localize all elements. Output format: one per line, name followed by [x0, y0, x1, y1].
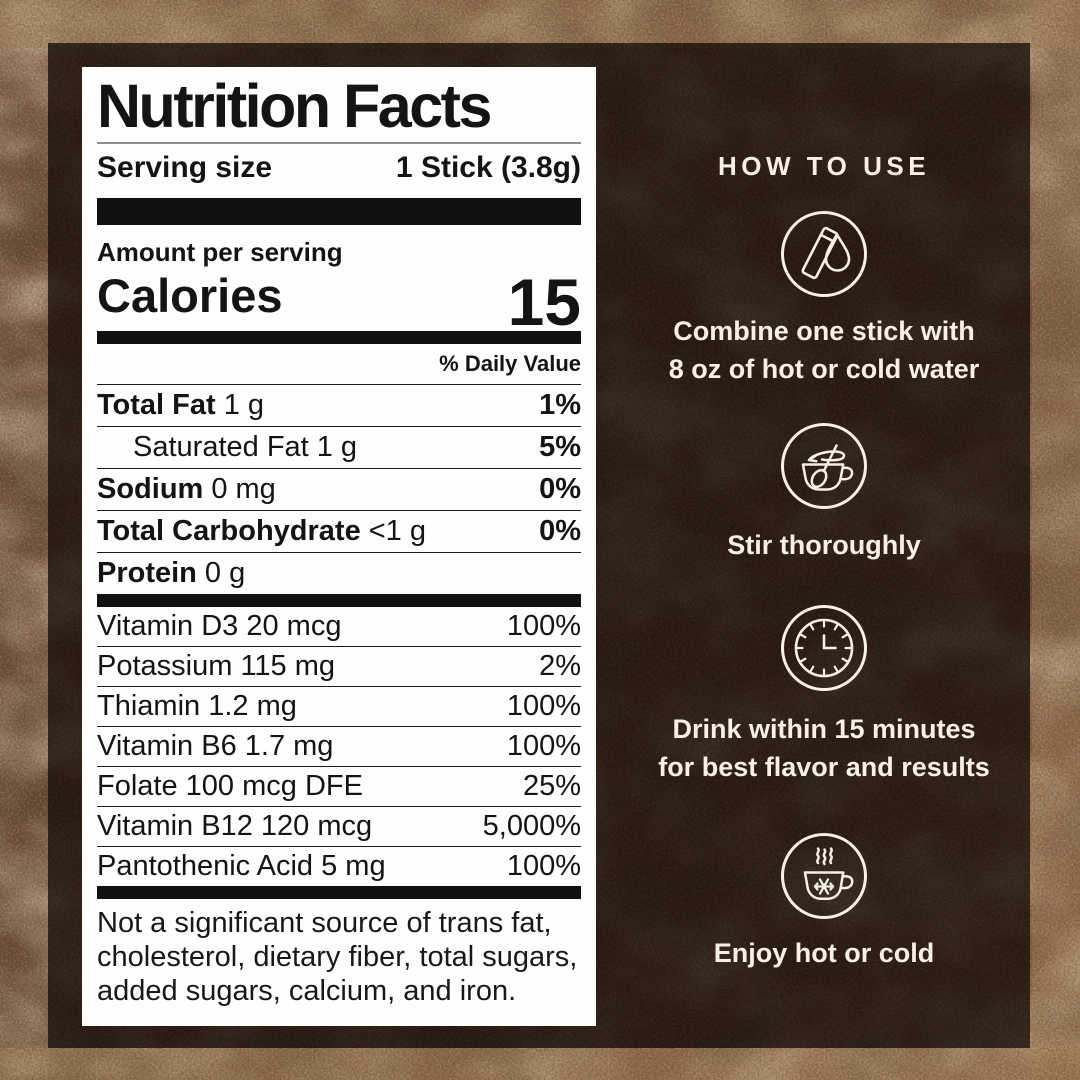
serving-size-row: Serving size 1 Stick (3.8g) — [97, 148, 581, 188]
nutrient-row-protein: Protein 0 g — [97, 552, 581, 594]
step-text-line: Enjoy hot or cold — [713, 938, 935, 968]
step-text: Stir thoroughly — [640, 526, 1008, 564]
nutrient-row-total-fat: Total Fat 1 g 1% — [97, 384, 581, 426]
stick-and-water-drop-icon — [781, 211, 867, 297]
vitamin-dv: 2% — [539, 650, 581, 682]
calories-value: 15 — [507, 265, 581, 339]
step-text: Enjoy hot or cold — [640, 934, 1008, 972]
vitamin-row: Potassium 115 mg 2% — [97, 647, 581, 687]
footnote-line: Not a significant source of trans fat, — [97, 907, 552, 939]
nutrition-facts-label: Nutrition Facts Serving size 1 Stick (3.… — [82, 67, 596, 1026]
step-text: Drink within 15 minutes for best flavor … — [640, 710, 1008, 786]
thick-divider-bar — [97, 198, 581, 225]
vitamin-dv: 25% — [522, 770, 581, 802]
nutrient-dv: 0% — [539, 515, 581, 547]
nutrient-dv: 5% — [539, 431, 581, 463]
vitamin-row: Pantothenic Acid 5 mg 100% — [97, 847, 581, 886]
vitamin-row: Vitamin B6 1.7 mg 100% — [97, 727, 581, 767]
nutrient-amount: 0 mg — [211, 473, 276, 505]
cup-with-spoon-icon — [781, 423, 867, 509]
nutrient-amount: 1 g — [316, 431, 358, 463]
vitamin-dv: 100% — [506, 850, 581, 882]
calories-label: Calories — [97, 269, 283, 322]
step-text-line: Drink within 15 minutes — [672, 714, 976, 744]
step-text: Combine one stick with 8 oz of hot or co… — [640, 312, 1008, 388]
step-text-line: 8 oz of hot or cold water — [668, 354, 980, 384]
vitamin-dv: 100% — [506, 610, 581, 642]
nutrient-name: Total Carbohydrate — [97, 515, 361, 547]
nutrient-name: Protein — [97, 557, 197, 589]
step-text-line: Stir thoroughly — [727, 530, 921, 560]
nutrient-amount: 1 g — [223, 389, 265, 421]
step-text-line: Combine one stick with — [673, 316, 975, 346]
nutrient-amount: 0 g — [204, 557, 246, 589]
nutrient-name: Total Fat — [97, 389, 216, 421]
nutrient-row-sodium: Sodium 0 mg 0% — [97, 468, 581, 510]
nutrient-dv: 0% — [539, 473, 581, 505]
vitamin-row: Vitamin D3 20 mcg 100% — [97, 607, 581, 647]
divider-bar — [97, 331, 581, 344]
vitamin-name: Pantothenic Acid 5 mg — [97, 850, 386, 882]
clock-icon — [781, 605, 867, 691]
vitamin-name: Vitamin B6 1.7 mg — [97, 730, 334, 762]
footnote-line: added sugars, calcium, and iron. — [97, 975, 517, 1007]
label-footnote: Not a significant source of trans fat, c… — [97, 906, 581, 1008]
nutrient-amount: <1 g — [368, 515, 426, 547]
vitamin-dv: 5,000% — [482, 810, 581, 842]
vitamin-name: Vitamin D3 20 mcg — [97, 610, 342, 642]
how-to-use-section: HOW TO USE Combine one stick with 8 oz o… — [640, 142, 1008, 972]
cup-hot-cold-icon — [781, 833, 867, 919]
nutrient-name: Saturated Fat — [133, 431, 309, 463]
nutrient-name: Sodium — [97, 473, 204, 505]
vitamin-row: Folate 100 mcg DFE 25% — [97, 767, 581, 807]
vitamin-dv: 100% — [506, 690, 581, 722]
vitamin-name: Vitamin B12 120 mcg — [97, 810, 373, 842]
serving-size-value: 1 Stick (3.8g) — [395, 151, 581, 184]
how-to-use-heading: HOW TO USE — [717, 151, 931, 181]
nutrient-row-carbohydrate: Total Carbohydrate <1 g 0% — [97, 510, 581, 552]
nutrient-dv: 1% — [539, 389, 581, 421]
vitamin-row: Thiamin 1.2 mg 100% — [97, 687, 581, 727]
label-title: Nutrition Facts — [97, 72, 492, 140]
divider-bar — [97, 594, 581, 607]
vitamin-name: Folate 100 mcg DFE — [97, 770, 363, 802]
vitamin-row: Vitamin B12 120 mcg 5,000% — [97, 807, 581, 847]
serving-size-label: Serving size — [97, 151, 273, 184]
vitamin-name: Thiamin 1.2 mg — [97, 690, 297, 722]
amount-per-serving-label: Amount per serving — [97, 237, 343, 267]
divider — [97, 142, 581, 144]
calories-row: Amount per serving Calories 15 — [97, 225, 581, 339]
vitamin-name: Potassium 115 mg — [97, 650, 336, 682]
daily-value-header: % Daily Value — [439, 351, 581, 376]
nutrient-row-saturated-fat: Saturated Fat 1 g 5% — [97, 426, 581, 468]
step-text-line: for best flavor and results — [658, 752, 990, 782]
divider-bar — [97, 886, 581, 899]
footnote-line: cholesterol, dietary fiber, total sugars… — [97, 941, 578, 973]
vitamin-dv: 100% — [506, 730, 581, 762]
